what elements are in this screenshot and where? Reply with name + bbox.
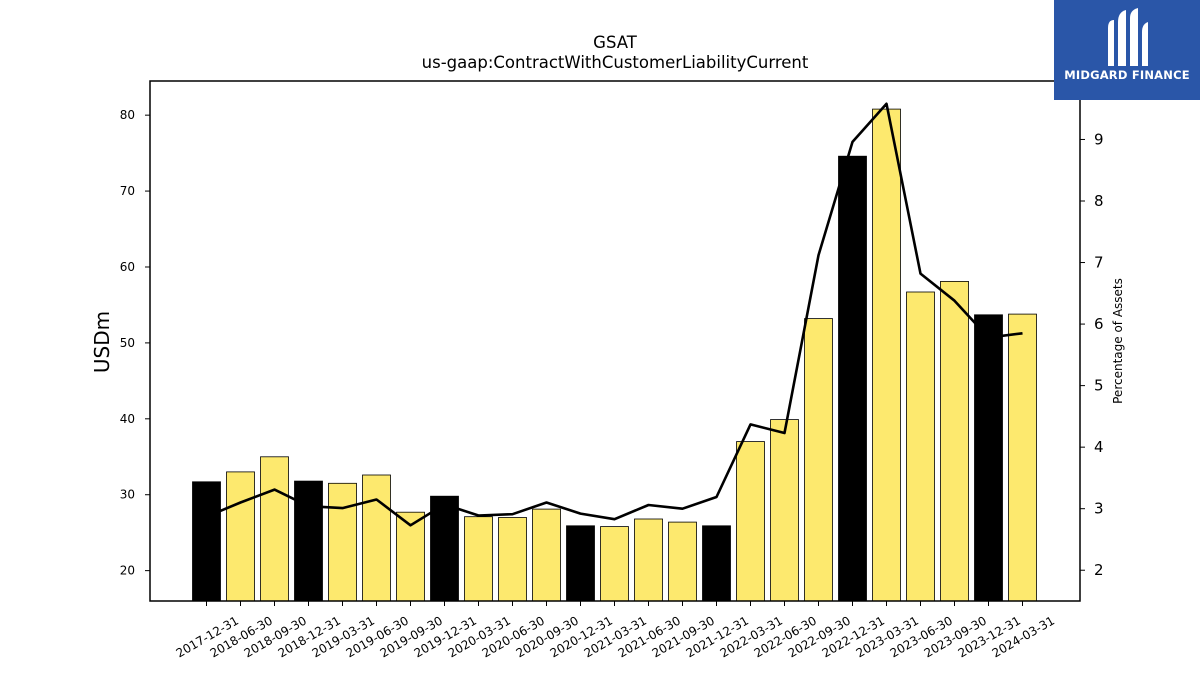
bar-2023-12-31	[974, 314, 1003, 602]
bar-2019-09-30	[396, 511, 425, 602]
y2-tick-label-6: 6	[1094, 315, 1104, 333]
bar-2023-03-31	[872, 108, 901, 602]
bar-2022-06-30	[770, 419, 799, 602]
y-tick-label-50: 50	[120, 336, 135, 350]
bar-2023-06-30	[906, 291, 935, 602]
y-tick-label-40: 40	[120, 412, 135, 426]
bar-2024-03-31	[1008, 313, 1037, 602]
y2-tick-label-4: 4	[1094, 438, 1104, 456]
bar-2020-03-31	[464, 516, 493, 602]
bar-2018-12-31	[294, 480, 323, 602]
bar-2021-09-30	[668, 521, 697, 602]
bar-2022-03-31	[736, 441, 765, 602]
y-tick-label-20: 20	[120, 564, 135, 578]
y2-tick-label-5: 5	[1094, 377, 1104, 395]
chart-title: GSAT	[593, 33, 638, 52]
y2-tick-label-2: 2	[1094, 561, 1104, 579]
bar-2023-09-30	[940, 280, 969, 602]
bar-2019-12-31	[430, 495, 459, 602]
brand-logo: MIDGARD FINANCE	[1054, 0, 1200, 100]
chart-subtitle: us-gaap:ContractWithCustomerLiabilityCur…	[422, 53, 809, 72]
y2-tick-label-3: 3	[1094, 500, 1104, 518]
bar-2020-06-30	[498, 517, 527, 602]
brand-logo-icon	[1108, 8, 1148, 66]
bar-2021-03-31	[600, 526, 629, 602]
y2-tick-label-8: 8	[1094, 192, 1104, 210]
line-layer	[205, 102, 1023, 527]
bar-2020-09-30	[532, 508, 561, 602]
bar-2022-09-30	[804, 318, 833, 602]
bar-2022-12-31	[838, 155, 867, 602]
y2-axis-label: Percentage of Assets	[1111, 278, 1125, 404]
y2-tick-label-7: 7	[1094, 254, 1104, 272]
y-tick-label-80: 80	[120, 108, 135, 122]
y2-tick-label-9: 9	[1094, 130, 1104, 148]
y-axis-label: USDm	[90, 311, 114, 373]
bar-2017-12-31	[192, 481, 221, 602]
y-tick-label-60: 60	[120, 260, 135, 274]
bar-2021-06-30	[634, 518, 663, 602]
bar-2021-12-31	[702, 525, 731, 602]
bar-2018-09-30	[260, 456, 289, 602]
bar-2020-12-31	[566, 525, 595, 602]
bars-layer	[192, 108, 1037, 602]
bar-2019-06-30	[362, 474, 391, 602]
y-tick-label-30: 30	[120, 488, 135, 502]
bar-2018-06-30	[226, 471, 255, 602]
bar-2019-03-31	[328, 482, 357, 602]
y-tick-label-70: 70	[120, 184, 135, 198]
brand-logo-text: MIDGARD FINANCE	[1064, 68, 1190, 82]
